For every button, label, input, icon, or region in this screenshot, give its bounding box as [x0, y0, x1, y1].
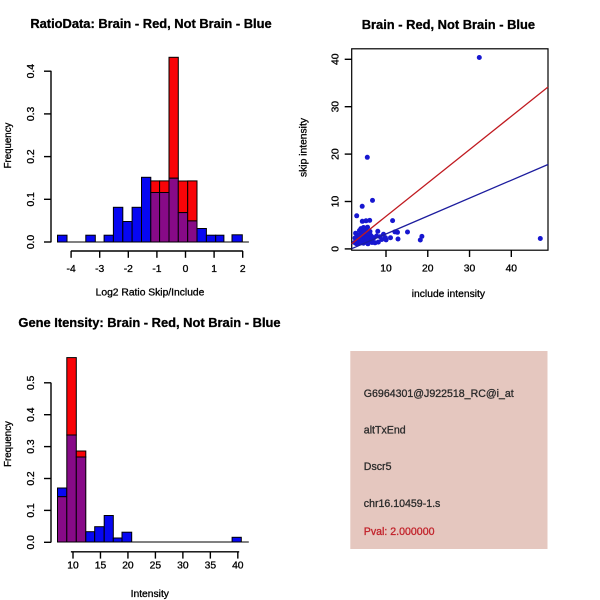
svg-text:10: 10: [380, 264, 392, 275]
svg-text:skip intensity: skip intensity: [299, 117, 310, 177]
svg-text:0.3: 0.3: [26, 439, 37, 454]
svg-text:0.0: 0.0: [26, 235, 37, 250]
svg-text:0.1: 0.1: [26, 503, 37, 518]
svg-text:G6964301@J922518_RC@i_at: G6964301@J922518_RC@i_at: [364, 388, 514, 400]
svg-text:-1: -1: [152, 264, 161, 275]
svg-text:20: 20: [122, 561, 134, 572]
svg-text:Dscr5: Dscr5: [364, 461, 392, 473]
svg-text:40: 40: [232, 561, 244, 572]
svg-text:40: 40: [331, 53, 342, 65]
svg-text:10: 10: [331, 196, 342, 208]
svg-text:0: 0: [331, 246, 342, 252]
svg-text:15: 15: [95, 561, 107, 572]
svg-text:10: 10: [67, 561, 79, 572]
svg-text:20: 20: [331, 148, 342, 160]
svg-text:0: 0: [183, 264, 189, 275]
svg-text:2: 2: [240, 264, 246, 275]
svg-text:0.0: 0.0: [26, 535, 37, 550]
svg-text:30: 30: [177, 561, 189, 572]
svg-text:30: 30: [331, 101, 342, 113]
svg-text:Intensity: Intensity: [131, 589, 170, 600]
svg-text:30: 30: [464, 264, 476, 275]
svg-text:-2: -2: [124, 264, 133, 275]
svg-text:altTxEnd: altTxEnd: [364, 425, 406, 437]
svg-text:0.4: 0.4: [26, 407, 37, 422]
svg-text:0.1: 0.1: [26, 192, 37, 207]
svg-text:include intensity: include intensity: [412, 289, 486, 300]
svg-text:25: 25: [150, 561, 162, 572]
svg-text:Frequency: Frequency: [3, 122, 14, 168]
svg-text:chr16.10459-1.s: chr16.10459-1.s: [364, 498, 441, 510]
svg-text:0.4: 0.4: [26, 64, 37, 79]
svg-text:-3: -3: [95, 264, 104, 275]
svg-text:40: 40: [506, 264, 518, 275]
svg-text:Pval: 2.000000: Pval: 2.000000: [364, 526, 435, 538]
svg-text:Gene Itensity: Brain - Red, No: Gene Itensity: Brain - Red, Not Brain - …: [18, 315, 280, 330]
svg-text:RatioData: Brain - Red, Not Br: RatioData: Brain - Red, Not Brain - Blue: [30, 16, 271, 31]
svg-text:1: 1: [211, 264, 217, 275]
svg-text:Log2 Ratio Skip/Include: Log2 Ratio Skip/Include: [96, 288, 205, 299]
svg-text:0.5: 0.5: [26, 375, 37, 390]
svg-text:20: 20: [422, 264, 434, 275]
svg-text:Brain - Red, Not Brain - Blue: Brain - Red, Not Brain - Blue: [362, 17, 535, 32]
svg-text:Frequency: Frequency: [3, 421, 14, 467]
svg-text:0.2: 0.2: [26, 149, 37, 164]
svg-text:0.3: 0.3: [26, 106, 37, 121]
svg-text:35: 35: [205, 561, 217, 572]
svg-text:0.2: 0.2: [26, 471, 37, 486]
svg-text:-4: -4: [67, 264, 76, 275]
